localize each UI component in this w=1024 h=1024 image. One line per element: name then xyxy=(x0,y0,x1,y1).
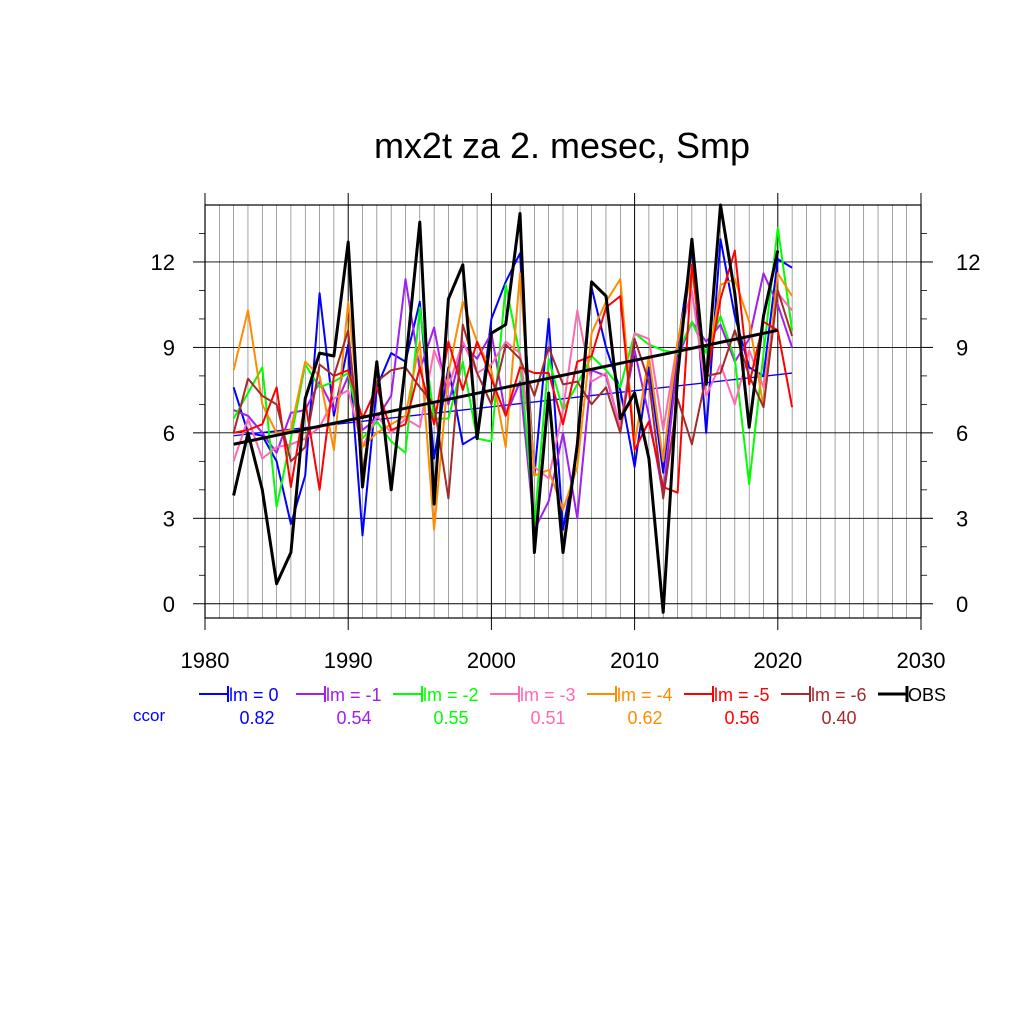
legend-label-lm-4: lm = -4 xyxy=(617,685,673,705)
chart-title: mx2t za 2. mesec, Smp xyxy=(374,125,750,166)
legend-label-lm-6: lm = -6 xyxy=(811,685,867,705)
y-tick-label-left: 9 xyxy=(163,335,175,360)
ccor-value-lm-6: 0.40 xyxy=(821,708,856,728)
ccor-value-lm-3: 0.51 xyxy=(530,708,565,728)
y-tick-label-right: 12 xyxy=(956,250,980,275)
y-tick-label-left: 6 xyxy=(163,421,175,446)
y-tick-label-right: 6 xyxy=(956,421,968,446)
ccor-value-lm-0: 0.82 xyxy=(239,708,274,728)
x-tick-label: 1980 xyxy=(181,648,230,673)
legend-label-lm-3: lm = -3 xyxy=(520,685,576,705)
plot-border xyxy=(204,204,922,619)
x-tick-label: 2010 xyxy=(610,648,659,673)
legend-label-lm-0: lm = 0 xyxy=(229,685,279,705)
plot-frame xyxy=(204,204,922,619)
ccor-label: ccor xyxy=(133,706,165,725)
x-tick-label: 2000 xyxy=(467,648,516,673)
series-lines xyxy=(232,203,794,614)
ccor-value-lm-4: 0.62 xyxy=(627,708,662,728)
series-line-lm-1 xyxy=(233,272,794,531)
y-tick-label-right: 3 xyxy=(956,506,968,531)
y-tick-label-left: 3 xyxy=(163,506,175,531)
trend-line-obs xyxy=(233,328,779,446)
y-tick-label-left: 12 xyxy=(151,250,175,275)
legend-label-lm-5: lm = -5 xyxy=(714,685,770,705)
x-tick-label: 2020 xyxy=(753,648,802,673)
legend: lm = 0 0.82 lm = -1 0.54 lm = -2 0.55 lm = -3 0… xyxy=(133,685,946,728)
legend-label-lm-1: lm = -1 xyxy=(326,685,382,705)
x-tick-label: 1990 xyxy=(324,648,373,673)
y-tick-label-right: 0 xyxy=(956,592,968,617)
ccor-value-lm-5: 0.56 xyxy=(724,708,759,728)
y-tick-label-left: 0 xyxy=(163,592,175,617)
y-tick-label-right: 9 xyxy=(956,335,968,360)
ccor-value-lm-2: 0.55 xyxy=(433,708,468,728)
series-line-lm-6 xyxy=(232,289,794,500)
ccor-value-lm-1: 0.54 xyxy=(336,708,371,728)
legend-label-obs: OBS xyxy=(908,685,946,705)
series-line-obs xyxy=(232,203,780,614)
legend-label-lm-2: lm = -2 xyxy=(423,685,479,705)
axis-ticks: 0 0 3 3 6 6 9 9 12 12 1980 1990 2000 2010 2020 2030 xyxy=(151,193,980,673)
x-tick-label: 2030 xyxy=(897,648,946,673)
